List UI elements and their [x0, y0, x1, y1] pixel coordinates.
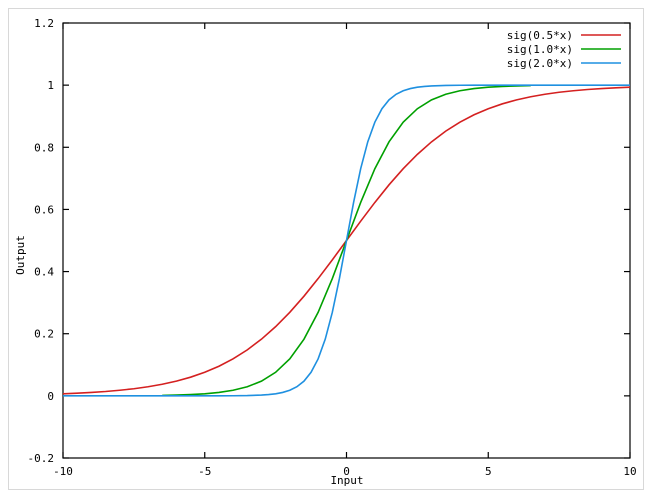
- legend-label-3: sig(2.0*x): [507, 57, 573, 70]
- y-tick-label: 0.6: [34, 203, 54, 216]
- x-tick-label: -5: [198, 465, 211, 478]
- y-axis-title: Output: [14, 235, 27, 275]
- data-series-group: [62, 84, 631, 397]
- y-axis-tick-labels: -0.2 0 0.2 0.4 0.6 0.8 1 1.2: [28, 17, 55, 465]
- chart-legend: sig(0.5*x)sig(1.0*x)sig(2.0*x): [507, 29, 621, 70]
- series-line-sig-2-0-x-: [63, 84, 630, 397]
- y-tick-label: 0: [47, 390, 54, 403]
- y-tick-label: -0.2: [28, 452, 55, 465]
- y-tick-label: 0.2: [34, 328, 54, 341]
- x-tick-label: -10: [53, 465, 73, 478]
- x-axis-tick-labels: -10 -5 0 5 10: [53, 465, 637, 478]
- y-tick-label: 0.4: [34, 266, 54, 279]
- y-tick-label: 1: [47, 79, 54, 92]
- legend-label-2: sig(1.0*x): [507, 43, 573, 56]
- y-tick-label: 0.8: [34, 141, 54, 154]
- x-tick-label: 10: [623, 465, 636, 478]
- x-tick-label: 5: [485, 465, 492, 478]
- x-tick-label: 0: [343, 465, 350, 478]
- x-axis-title: Input: [330, 474, 363, 487]
- y-tick-label: 1.2: [34, 17, 54, 30]
- x-axis-tickmarks: [62, 23, 631, 458]
- legend-label-1: sig(0.5*x): [507, 29, 573, 42]
